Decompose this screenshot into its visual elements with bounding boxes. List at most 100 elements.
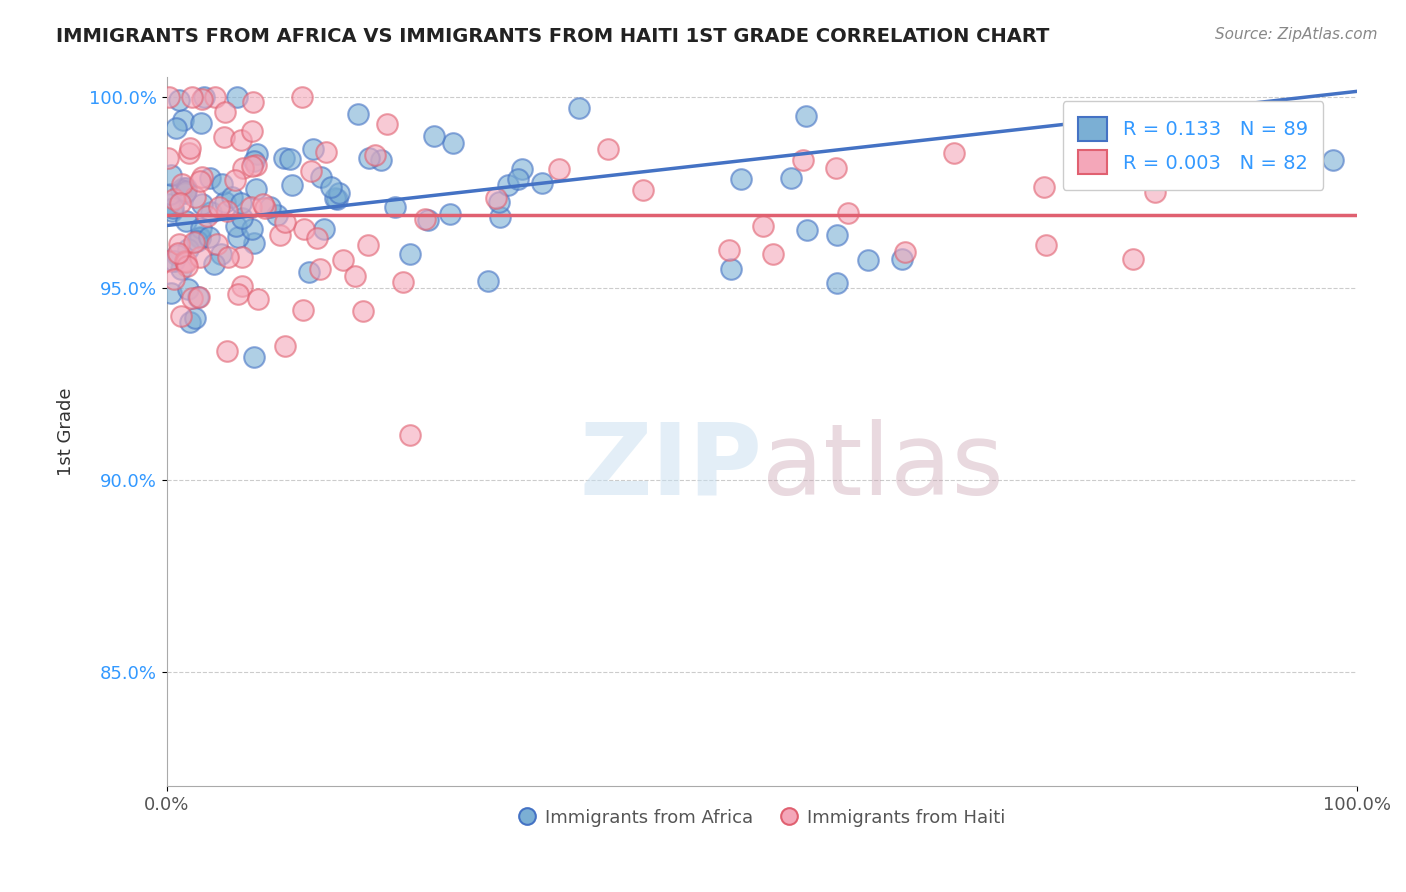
Immigrants from Africa [198, 229, 221, 244]
Immigrants from Africa [328, 186, 350, 201]
Immigrants from Africa [314, 221, 336, 235]
Immigrants from Haiti [274, 339, 297, 353]
Immigrants from Africa [326, 192, 349, 206]
Immigrants from Haiti [174, 254, 197, 268]
Immigrants from Haiti [291, 89, 314, 103]
Immigrants from Africa [398, 247, 420, 261]
Immigrants from Haiti [156, 254, 179, 268]
Immigrants from Africa [246, 146, 269, 161]
Immigrants from Haiti [187, 290, 209, 304]
Immigrants from Haiti [174, 255, 197, 269]
Immigrants from Africa [225, 219, 247, 233]
Text: ZIP: ZIP [579, 419, 762, 516]
Immigrants from Haiti [269, 227, 291, 242]
Immigrants from Haiti [156, 151, 179, 165]
Immigrants from Africa [160, 168, 183, 182]
Immigrants from Africa [416, 213, 439, 227]
Immigrants from Haiti [226, 287, 249, 301]
Immigrants from Haiti [177, 145, 200, 160]
Immigrants from Africa [157, 196, 180, 211]
Immigrants from Africa [242, 236, 264, 251]
Immigrants from Haiti [299, 164, 322, 178]
Immigrants from Haiti [172, 177, 194, 191]
Immigrants from Haiti [943, 145, 966, 160]
Immigrants from Africa [193, 89, 215, 103]
Immigrants from Africa [214, 194, 236, 209]
Immigrants from Haiti [188, 174, 211, 188]
Immigrants from Africa [231, 211, 253, 225]
Immigrants from Haiti [166, 246, 188, 260]
Immigrants from Haiti [157, 89, 180, 103]
Immigrants from Haiti [195, 209, 218, 223]
Immigrants from Africa [357, 151, 380, 165]
Immigrants from Africa [510, 161, 533, 176]
Immigrants from Haiti [792, 153, 814, 167]
Immigrants from Haiti [229, 133, 252, 147]
Immigrants from Africa [174, 214, 197, 228]
Immigrants from Haiti [190, 92, 212, 106]
Immigrants from Africa [209, 247, 232, 261]
Immigrants from Africa [177, 242, 200, 256]
Immigrants from Haiti [752, 219, 775, 233]
Immigrants from Africa [323, 191, 346, 205]
Immigrants from Haiti [240, 124, 263, 138]
Immigrants from Africa [439, 207, 461, 221]
Immigrants from Haiti [215, 344, 238, 359]
Immigrants from Haiti [485, 191, 508, 205]
Immigrants from Africa [302, 142, 325, 156]
Immigrants from Africa [166, 248, 188, 262]
Immigrants from Africa [162, 202, 184, 216]
Immigrants from Haiti [231, 250, 253, 264]
Immigrants from Haiti [239, 200, 262, 214]
Immigrants from Haiti [253, 202, 276, 216]
Immigrants from Haiti [188, 250, 211, 264]
Immigrants from Haiti [176, 260, 198, 274]
Immigrants from Haiti [252, 196, 274, 211]
Immigrants from Africa [190, 116, 212, 130]
Immigrants from Haiti [837, 206, 859, 220]
Immigrants from Africa [242, 153, 264, 168]
Immigrants from Haiti [217, 250, 239, 264]
Immigrants from Africa [779, 171, 801, 186]
Immigrants from Haiti [1144, 185, 1167, 199]
Immigrants from Haiti [179, 141, 201, 155]
Immigrants from Haiti [217, 203, 239, 218]
Immigrants from Africa [281, 178, 304, 192]
Immigrants from Haiti [1122, 252, 1144, 266]
Immigrants from Africa [506, 172, 529, 186]
Immigrants from Haiti [224, 173, 246, 187]
Immigrants from Haiti [357, 238, 380, 252]
Immigrants from Africa [568, 101, 591, 115]
Immigrants from Africa [170, 182, 193, 196]
Immigrants from Africa [167, 93, 190, 107]
Immigrants from Haiti [633, 183, 655, 197]
Immigrants from Africa [191, 197, 214, 211]
Immigrants from Haiti [352, 303, 374, 318]
Immigrants from Haiti [375, 117, 398, 131]
Immigrants from Haiti [292, 222, 315, 236]
Immigrants from Africa [170, 262, 193, 277]
Immigrants from Africa [441, 136, 464, 150]
Y-axis label: 1st Grade: 1st Grade [58, 388, 75, 476]
Immigrants from Haiti [893, 244, 915, 259]
Immigrants from Haiti [392, 275, 415, 289]
Immigrants from Africa [266, 208, 288, 222]
Immigrants from Haiti [180, 89, 202, 103]
Immigrants from Haiti [274, 215, 297, 229]
Immigrants from Haiti [247, 292, 270, 306]
Immigrants from Africa [176, 282, 198, 296]
Immigrants from Africa [172, 112, 194, 127]
Legend: Immigrants from Africa, Immigrants from Haiti: Immigrants from Africa, Immigrants from … [510, 802, 1012, 834]
Immigrants from Africa [530, 177, 553, 191]
Immigrants from Africa [488, 194, 510, 209]
Immigrants from Africa [730, 172, 752, 186]
Immigrants from Haiti [231, 279, 253, 293]
Immigrants from Africa [163, 254, 186, 268]
Immigrants from Africa [160, 285, 183, 300]
Immigrants from Africa [259, 201, 281, 215]
Immigrants from Africa [211, 177, 233, 191]
Immigrants from Africa [243, 350, 266, 364]
Immigrants from Africa [825, 276, 848, 290]
Immigrants from Africa [796, 223, 818, 237]
Immigrants from Africa [162, 203, 184, 218]
